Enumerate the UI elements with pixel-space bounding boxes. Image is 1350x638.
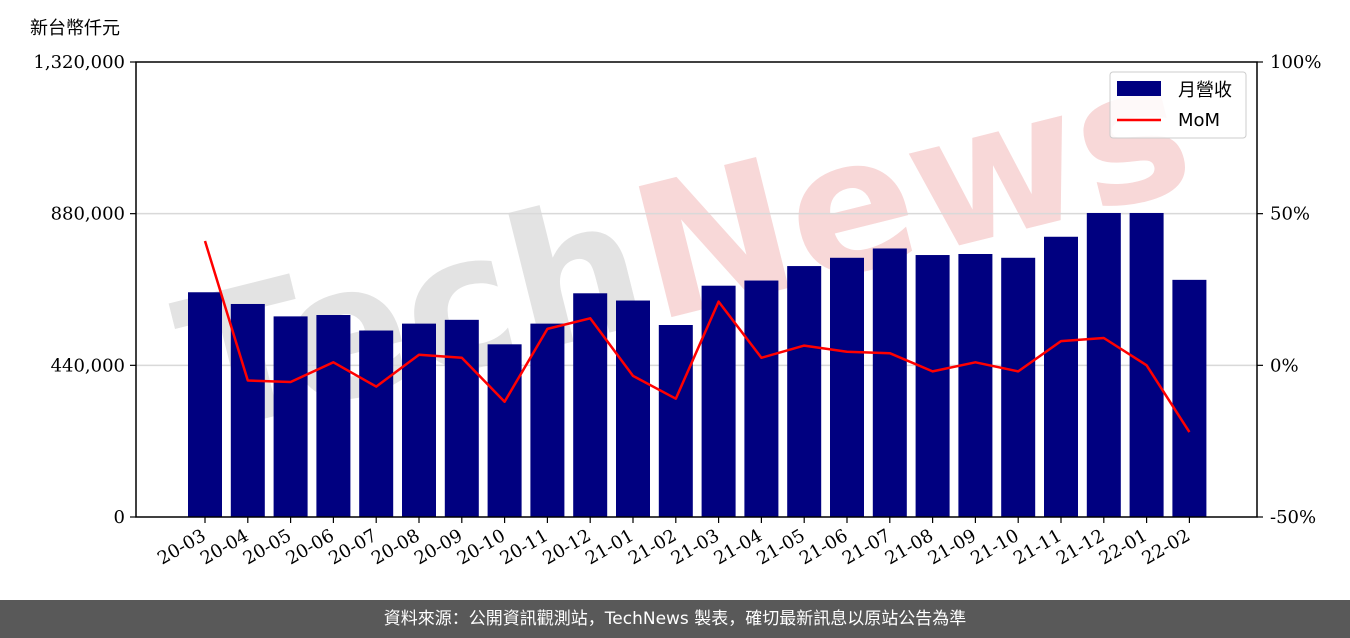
x-tick-label: 20-03 [154,525,209,569]
revenue-bar-21-04 [744,280,779,517]
x-tick-label: 21-07 [839,525,894,569]
left-tick-label: 1,320,000 [33,52,125,73]
legend-bar-swatch [1117,81,1161,96]
x-tick-label: 20-10 [454,525,509,569]
x-tick-label: 20-05 [240,525,295,569]
x-tick-label: 20-04 [197,525,252,569]
revenue-bar-20-10 [487,344,522,517]
revenue-bar-20-03 [188,292,222,517]
x-tick-label: 20-09 [411,525,466,569]
x-tick-label: 21-04 [710,525,765,569]
source-footer: 資料來源：公開資訊觀測站，TechNews 製表，確切最新訊息以原站公告為準 [0,600,1350,638]
x-tick-label: 21-09 [924,525,979,569]
x-tick-label: 20-07 [325,525,380,569]
left-tick-label: 880,000 [51,204,125,225]
plot-frame [135,61,1258,518]
x-tick-label: 22-02 [1138,525,1193,569]
revenue-bar-20-08 [402,323,436,517]
x-tick-label: 20-08 [368,525,423,569]
revenue-bar-20-12 [573,293,608,517]
x-tick-label: 21-08 [882,525,937,569]
x-tick-label: 22-01 [1096,525,1151,569]
revenue-bar-21-02 [658,325,693,517]
revenue-bar-21-05 [787,266,822,517]
revenue-bar-22-02 [1172,279,1207,517]
left-tick-label: 440,000 [51,355,125,376]
revenue-bar-21-03 [701,285,736,517]
revenue-bar-21-06 [830,257,864,517]
y-axis-unit-label: 新台幣仟元 [30,18,120,39]
x-tick-label: 20-12 [539,525,594,569]
x-tick-label: 20-11 [496,525,551,569]
revenue-bar-20-06 [316,315,351,517]
revenue-bar-21-01 [616,300,650,517]
right-tick-label: 0% [1270,355,1299,376]
legend-label-mom: MoM [1178,110,1220,131]
mom-line-group [203,240,1191,433]
legend: 月營收 MoM [1109,71,1247,139]
revenue-bar-20-09 [444,319,479,517]
revenue-bar-21-12 [1086,212,1121,517]
revenue-bar-20-05 [273,316,308,517]
revenue-bar-21-11 [1044,236,1078,518]
x-tick-label: 21-06 [796,525,851,569]
revenue-bar-21-10 [1001,257,1036,517]
x-tick-label: 21-02 [625,525,680,569]
legend-label-revenue: 月營收 [1178,80,1232,101]
axes [135,61,1258,518]
right-tick-label: -50% [1270,507,1316,528]
revenue-bar-21-07 [872,248,907,517]
x-tick-label: 21-01 [582,525,637,569]
right-tick-label: 50% [1270,204,1310,225]
x-axis-ticks: 20-0320-0420-0520-0620-0720-0820-0920-10… [154,517,1194,569]
revenue-bar-20-07 [359,330,394,517]
revenue-bar-20-11 [530,323,565,517]
x-tick-label: 21-11 [1010,525,1065,569]
revenue-bar-20-04 [230,303,265,517]
right-axis-ticks: -50% 0% 50% 100% [1257,52,1321,528]
left-tick-label: 0 [114,507,125,528]
x-tick-label: 21-10 [967,525,1022,569]
x-tick-label: 20-06 [282,525,337,569]
left-axis-ticks: 0 440,000 880,000 1,320,000 [33,52,136,528]
x-tick-label: 21-05 [753,525,808,569]
mom-line [203,240,1191,433]
revenue-bar-21-08 [915,255,950,517]
revenue-bar-21-09 [958,253,993,517]
right-tick-label: 100% [1270,52,1321,73]
x-tick-label: 21-03 [668,525,723,569]
x-tick-label: 21-12 [1053,525,1108,569]
